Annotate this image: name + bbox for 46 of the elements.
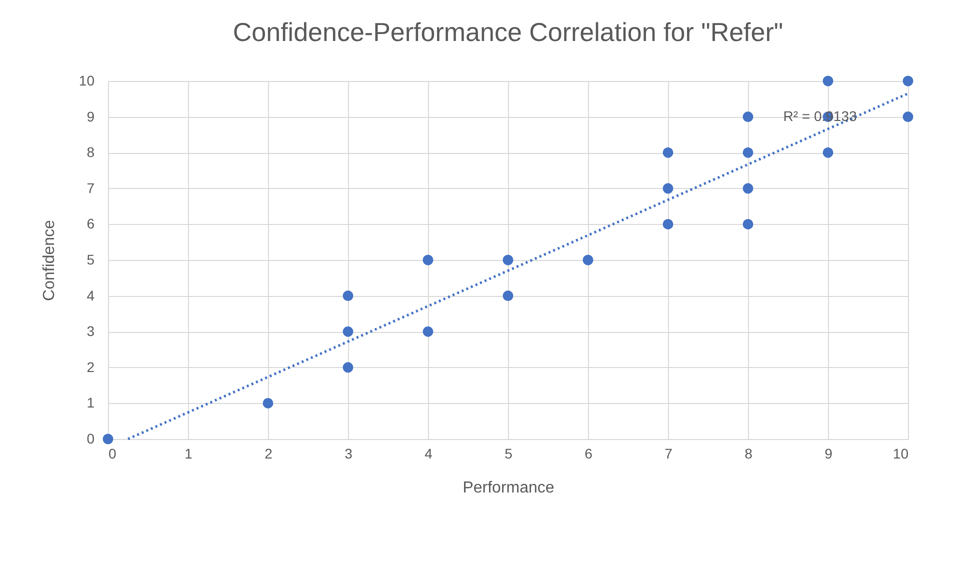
x-tick-label: 4: [424, 446, 433, 462]
y-tick-label: 2: [86, 358, 95, 375]
x-tick-label: 8: [744, 446, 753, 462]
point: [742, 147, 754, 158]
y-tick-label: 4: [86, 287, 95, 304]
y-axis-title: Confidence: [40, 220, 58, 301]
chart-title: Confidence-Performance Correlation for "Refer": [232, 17, 784, 47]
point: [742, 218, 754, 230]
point: [742, 183, 754, 194]
point: [502, 254, 514, 266]
y-tick-label: 6: [86, 216, 95, 232]
point: [342, 362, 354, 373]
point: [102, 434, 114, 444]
x-tick-label: 0: [108, 446, 116, 462]
point: [262, 398, 274, 408]
y-tick-label: 1: [86, 394, 95, 411]
y-tick-label: 3: [86, 323, 95, 340]
x-tick-label: 7: [664, 446, 673, 462]
x-axis-title: Performance: [462, 480, 554, 496]
point: [662, 218, 674, 230]
x-tick-label: 6: [584, 446, 593, 462]
point: [422, 254, 434, 266]
y-tick-label: 0: [86, 430, 95, 446]
x-tick-label: 2: [264, 446, 273, 462]
y-tick-label: 10: [78, 72, 95, 88]
x-tick-label: 5: [504, 446, 513, 462]
y-tick-label: 9: [86, 108, 95, 124]
x-tick-label: 10: [892, 446, 909, 462]
point: [502, 290, 514, 302]
point: [902, 76, 914, 86]
point: [822, 147, 834, 158]
point: [902, 112, 914, 122]
point: [822, 76, 834, 86]
y-tick-label: 7: [86, 180, 95, 196]
point: [662, 183, 674, 194]
point: [662, 147, 674, 158]
y-tick-label: 8: [86, 144, 95, 160]
x-tick-label: 3: [344, 446, 353, 462]
point: [342, 290, 354, 302]
x-tick-label: 9: [824, 446, 833, 462]
y-tick-label: 5: [86, 252, 95, 268]
point: [422, 326, 434, 337]
point: [342, 326, 354, 337]
point: [742, 112, 754, 122]
x-tick-label: 1: [184, 446, 193, 462]
point: [582, 254, 594, 266]
